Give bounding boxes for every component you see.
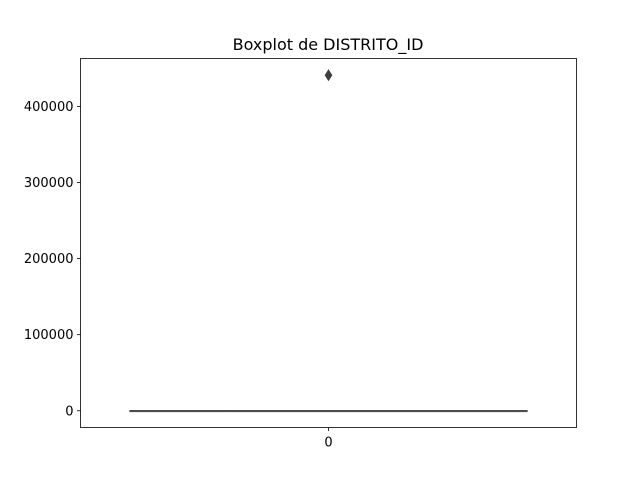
x-axis: 0 [324, 427, 333, 451]
x-tick-label: 0 [324, 436, 332, 451]
y-tick-label: 0 [65, 404, 73, 419]
chart-title: Boxplot de DISTRITO_ID [233, 35, 424, 55]
plot-marks [129, 69, 528, 413]
axes-frame [80, 58, 577, 428]
y-axis: 0 100000 200000 300000 400000 [24, 100, 81, 419]
y-tick-label: 300000 [24, 176, 74, 191]
outlier-point [324, 69, 333, 82]
y-tick-label: 400000 [24, 100, 74, 115]
y-tick-label: 100000 [24, 328, 74, 343]
y-tick-label: 200000 [24, 252, 74, 267]
